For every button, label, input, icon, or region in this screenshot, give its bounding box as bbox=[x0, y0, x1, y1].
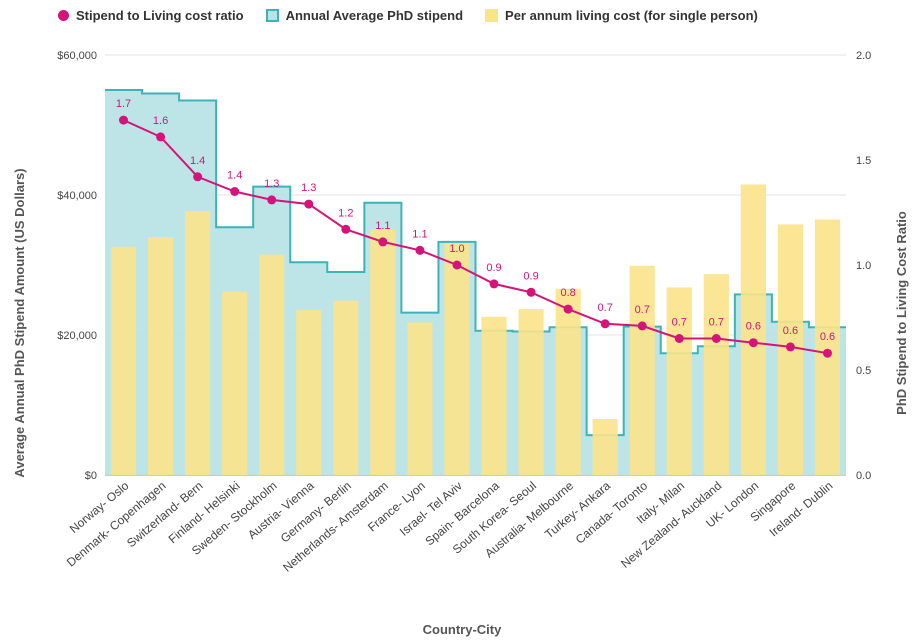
y2-tick-label: 0.0 bbox=[856, 470, 871, 482]
living-cost-bar bbox=[666, 287, 692, 475]
living-cost-bar bbox=[110, 246, 137, 475]
ratio-data-label: 1.2 bbox=[338, 207, 353, 219]
ratio-point bbox=[563, 304, 573, 314]
ratio-data-label: 0.7 bbox=[709, 317, 724, 329]
ratio-data-label: 0.6 bbox=[820, 331, 835, 343]
living-cost-bar bbox=[555, 288, 581, 475]
y2-tick-label: 2.0 bbox=[856, 50, 871, 62]
ratio-point bbox=[748, 338, 758, 348]
ratio-data-label: 1.7 bbox=[116, 98, 131, 110]
y-tick-label: $40,000 bbox=[57, 190, 97, 202]
ratio-point bbox=[674, 334, 684, 343]
living-cost-bar bbox=[481, 316, 507, 475]
y-tick-label: $0 bbox=[85, 470, 97, 482]
y2-tick-label: 1.5 bbox=[856, 155, 871, 167]
ratio-point bbox=[193, 172, 203, 182]
living-cost-bar bbox=[147, 237, 174, 475]
ratio-point bbox=[267, 195, 277, 205]
ratio-point bbox=[637, 321, 647, 331]
ratio-data-label: 1.1 bbox=[375, 220, 390, 232]
legend-item-living-cost[interactable]: Per annum living cost (for single person… bbox=[485, 8, 758, 23]
living-cost-bar bbox=[629, 265, 655, 475]
stipend-area-series bbox=[105, 89, 846, 475]
ratio-point bbox=[156, 132, 166, 142]
ratio-data-label: 0.7 bbox=[672, 317, 687, 329]
living-cost-bar bbox=[222, 291, 248, 475]
ratio-line-series: 1.7 1.6 1.4 1.4 1.3 1.3 1.2 1.1 1.1 1.0 0.9 0.9 0.8 0… bbox=[116, 98, 835, 358]
ratio-data-label: 1.4 bbox=[227, 170, 242, 182]
chart-legend: Stipend to Living cost ratio Annual Aver… bbox=[0, 0, 914, 30]
legend-item-ratio[interactable]: Stipend to Living cost ratio bbox=[58, 8, 244, 23]
ratio-point bbox=[711, 334, 721, 343]
ratio-data-label: 0.7 bbox=[635, 304, 650, 316]
ratio-point bbox=[304, 199, 314, 209]
ratio-data-label: 0.7 bbox=[598, 302, 613, 314]
ratio-data-label: 1.6 bbox=[153, 115, 168, 127]
living-cost-bar-series bbox=[110, 184, 841, 475]
legend-label-ratio: Stipend to Living cost ratio bbox=[76, 7, 244, 23]
x-tick-label: Ireland- Dublin bbox=[767, 479, 836, 540]
ratio-data-label: 0.9 bbox=[523, 270, 538, 282]
living-cost-bar bbox=[592, 419, 618, 475]
ratio-line bbox=[123, 119, 828, 355]
legend-swatch-ratio bbox=[58, 9, 69, 21]
ratio-point bbox=[600, 319, 610, 329]
ratio-data-label: 0.6 bbox=[783, 325, 798, 337]
ratio-point bbox=[119, 115, 129, 125]
ratio-point bbox=[489, 279, 499, 289]
living-cost-bar bbox=[444, 243, 470, 475]
y-tick-label: $20,000 bbox=[57, 330, 97, 342]
y2-tick-label: 1.0 bbox=[856, 260, 871, 272]
ratio-point bbox=[526, 287, 536, 297]
ratio-data-label: 0.6 bbox=[746, 321, 761, 333]
ratio-point bbox=[785, 342, 795, 352]
legend-swatch-stipend bbox=[265, 8, 279, 22]
living-cost-bar bbox=[333, 300, 359, 475]
ratio-data-label: 0.8 bbox=[560, 287, 575, 299]
living-cost-bar bbox=[185, 211, 211, 475]
living-cost-bar bbox=[814, 219, 841, 475]
ratio-point bbox=[341, 224, 351, 234]
living-cost-bar bbox=[296, 309, 322, 475]
y-axis-title: Average Annual PhD Stipend Amount (US Do… bbox=[12, 168, 27, 477]
legend-swatch-living-cost bbox=[485, 8, 499, 22]
ratio-data-label: 1.4 bbox=[190, 155, 205, 167]
y2-tick-label: 0.5 bbox=[856, 365, 871, 377]
ratio-data-label: 1.3 bbox=[301, 182, 316, 194]
ratio-data-label: 1.0 bbox=[449, 243, 464, 255]
legend-label-stipend: Annual Average PhD stipend bbox=[285, 7, 464, 23]
living-cost-bar bbox=[740, 184, 766, 475]
living-cost-bar bbox=[518, 309, 544, 475]
ratio-point bbox=[452, 260, 462, 270]
x-axis-title: Country-City bbox=[423, 622, 502, 637]
legend-item-stipend[interactable]: Annual Average PhD stipend bbox=[265, 7, 464, 23]
ratio-data-label: 1.3 bbox=[264, 178, 279, 190]
y2-axis-title: PhD Stipend to Living Cost Ratio bbox=[894, 211, 909, 415]
ratio-point bbox=[822, 348, 832, 358]
living-cost-bar bbox=[703, 274, 729, 475]
y-tick-label: $60,000 bbox=[57, 50, 97, 62]
living-cost-bar bbox=[259, 254, 285, 475]
ratio-point bbox=[230, 187, 240, 196]
legend-label-living-cost: Per annum living cost (for single person… bbox=[505, 7, 758, 23]
ratio-data-label: 1.1 bbox=[412, 228, 427, 240]
ratio-point bbox=[378, 237, 388, 247]
ratio-point bbox=[415, 245, 425, 255]
living-cost-bar bbox=[370, 229, 396, 475]
living-cost-bar bbox=[407, 322, 433, 475]
ratio-data-label: 0.9 bbox=[486, 262, 501, 274]
